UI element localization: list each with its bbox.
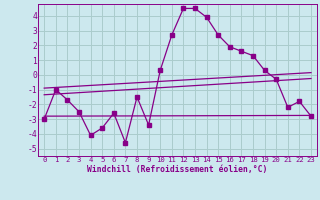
X-axis label: Windchill (Refroidissement éolien,°C): Windchill (Refroidissement éolien,°C)	[87, 165, 268, 174]
